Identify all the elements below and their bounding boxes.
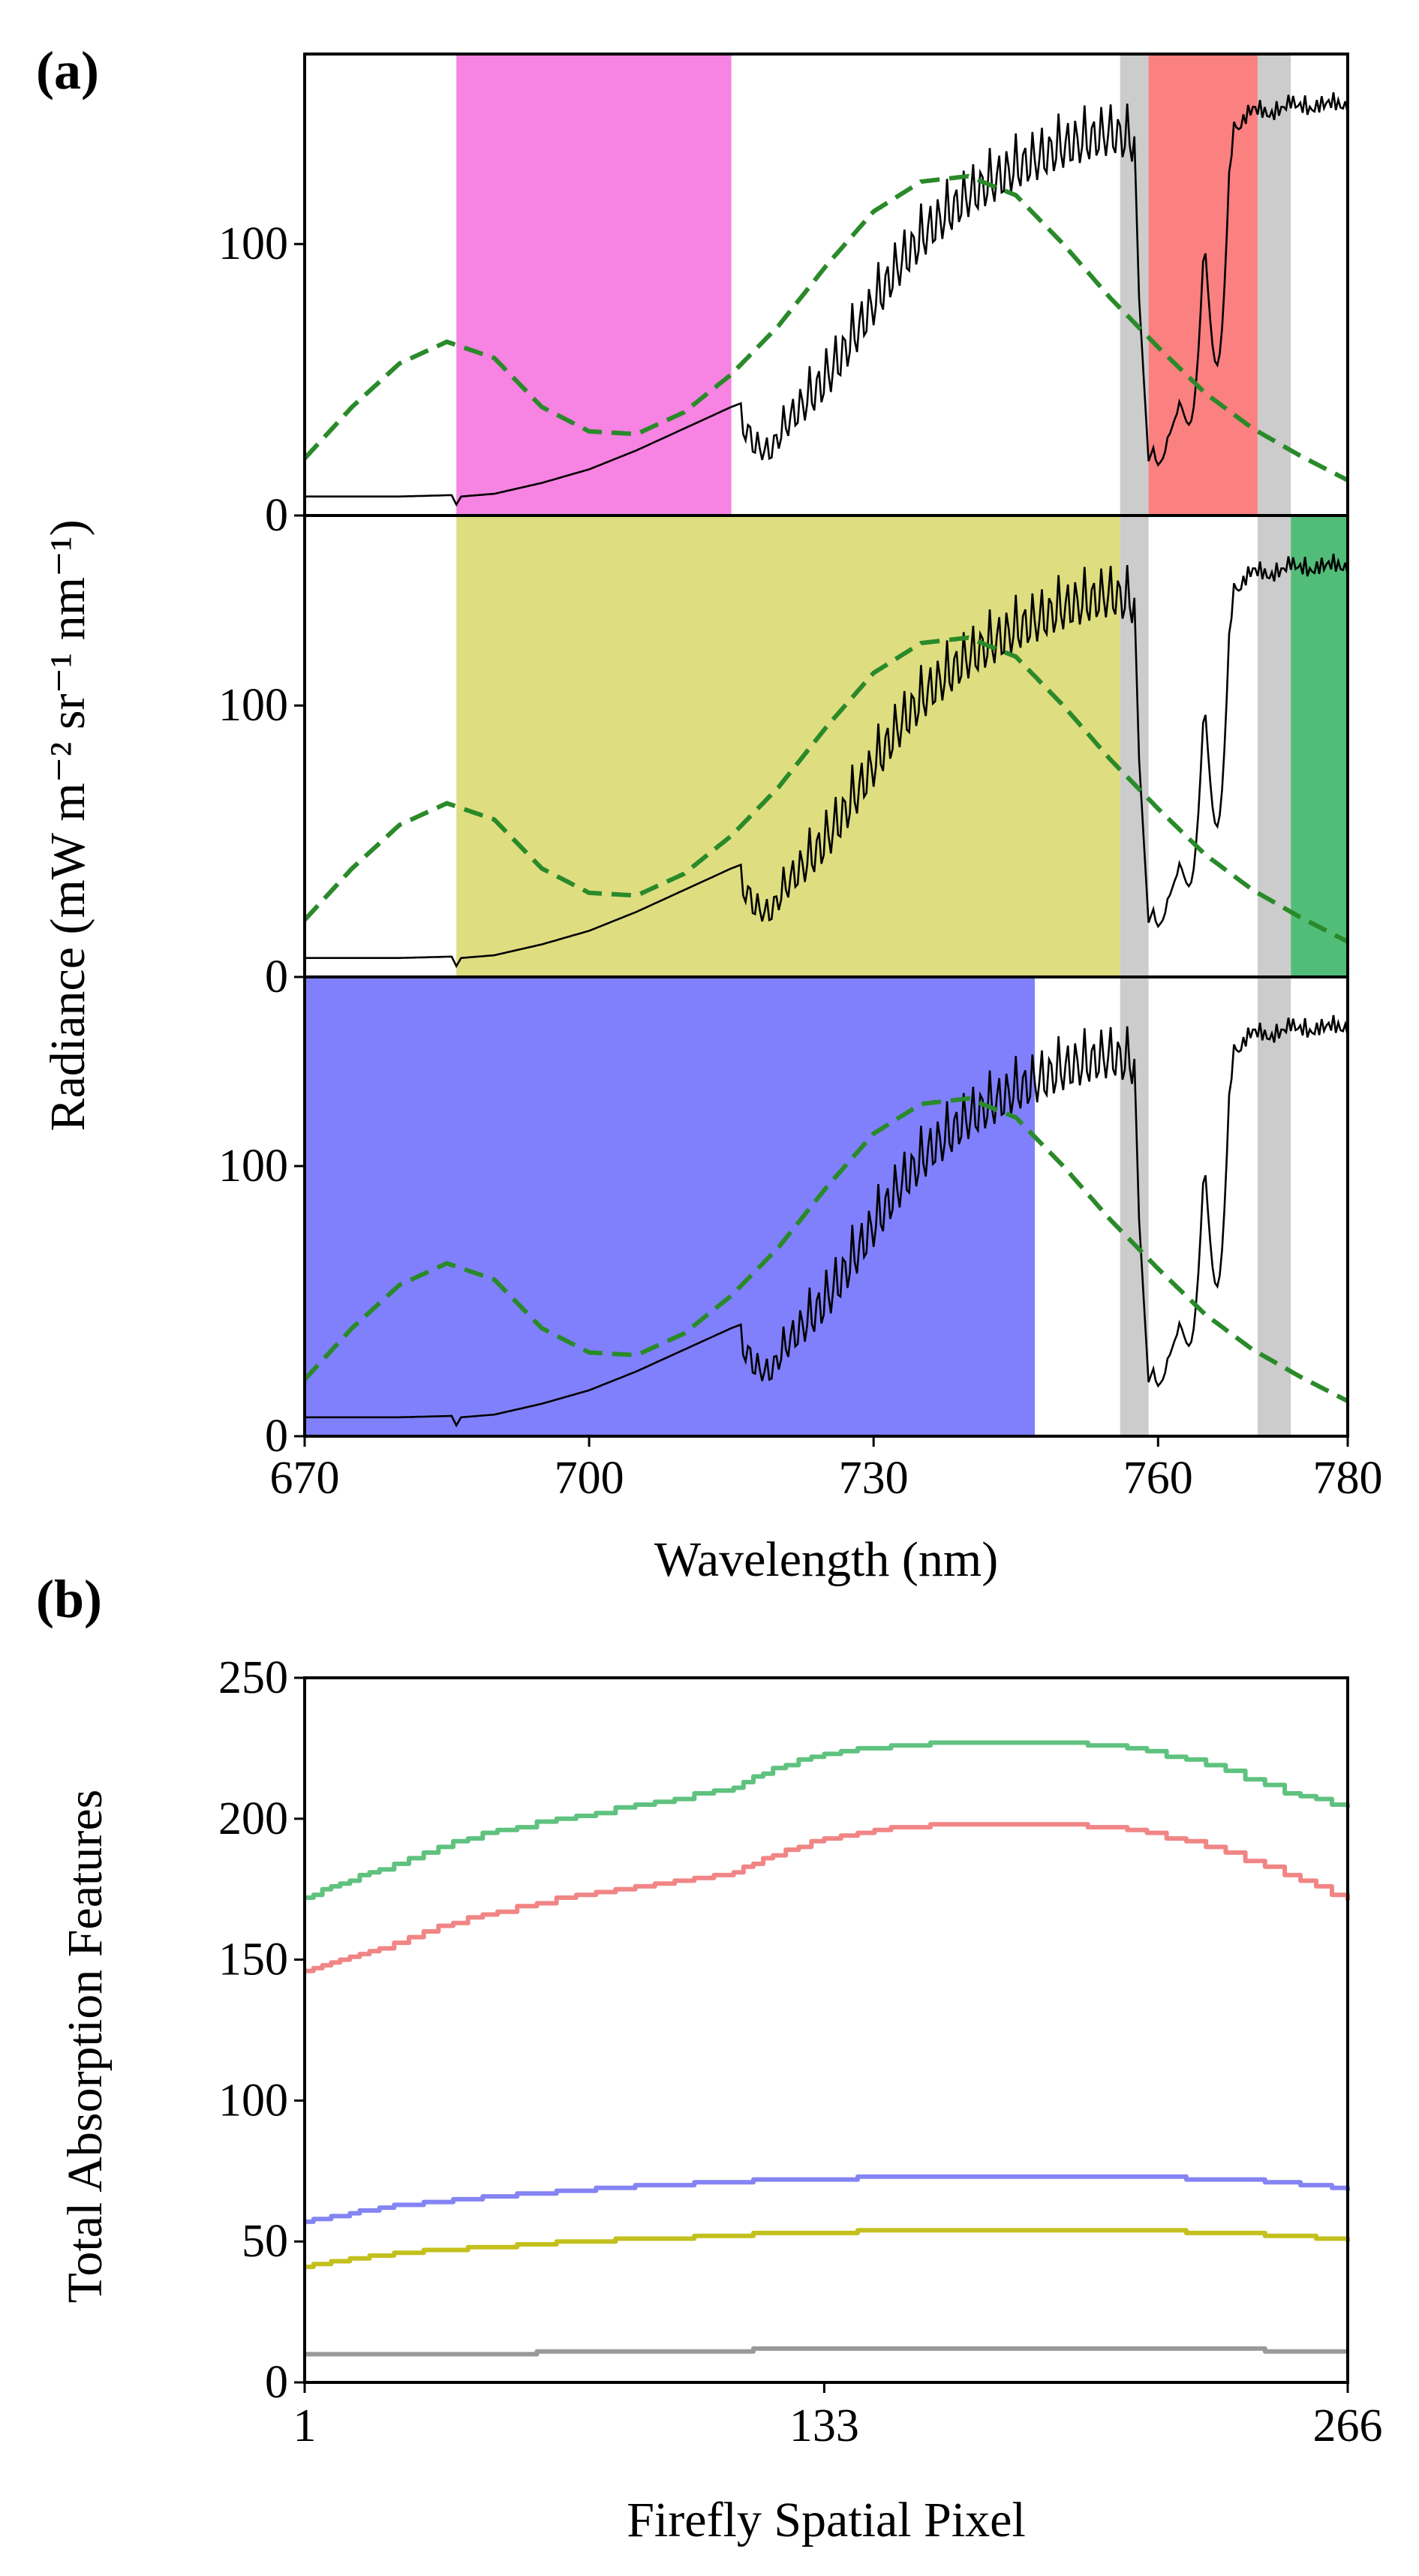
x-tick-label-a-2: 730: [839, 1453, 909, 1504]
subplot-top: 0 100: [218, 53, 1349, 541]
y-tick-label-b-4: 200: [218, 1793, 288, 1844]
y-tick-label-b-3: 150: [218, 1934, 288, 1985]
band-blue-2-0: [305, 977, 1035, 1436]
y-tick-label-1-1: 100: [218, 680, 288, 731]
band-gray-0-1: [1120, 54, 1149, 516]
band-gray-2-1: [1120, 977, 1149, 1436]
x-tick-label-a-1: 700: [555, 1453, 624, 1504]
x-tick-label-b-0: 1: [293, 2400, 317, 2451]
radiance-line-top: [305, 92, 1349, 507]
panel-b: 0 50 100 150 200 250 1 133 266: [218, 1652, 1383, 2451]
x-tick-label-b-1: 133: [789, 2400, 859, 2451]
panel-b-label: (b): [36, 1569, 102, 1629]
y-tick-label-0-1: 100: [218, 218, 288, 269]
subplot-frame-2: [303, 975, 1349, 1438]
subplot-bottom: 0 100: [218, 975, 1349, 1462]
x-tick-label-b-2: 266: [1313, 2400, 1383, 2451]
series-line-red: [305, 1822, 1350, 1973]
y-tick-label-1-0: 0: [265, 951, 288, 1002]
y-tick-label-b-0: 0: [265, 2357, 288, 2408]
x-tick-label-a-0: 670: [270, 1453, 340, 1504]
panel-a-ylabel: Radiance (mW m⁻² sr⁻¹ nm⁻¹): [41, 519, 95, 1131]
dashed-line-top: [302, 173, 1349, 482]
x-tick-label-a-4: 780: [1313, 1453, 1383, 1504]
y-tick-label-b-1: 50: [242, 2216, 288, 2267]
panel-a: 0 100 0 100 0 100 670 700 730 760 780: [218, 53, 1383, 1504]
panel-b-frame: [303, 1676, 1349, 2384]
panel-a-xlabel: Wavelength (nm): [654, 1532, 998, 1587]
band-magenta-0-0: [456, 54, 732, 516]
y-tick-label-2-1: 100: [218, 1141, 288, 1192]
band-gray-1-1: [1120, 516, 1149, 977]
radiance-line-bottom: [305, 1014, 1349, 1428]
band-yellow-1-0: [456, 516, 1120, 977]
y-tick-label-b-5: 250: [218, 1652, 288, 1703]
y-tick-label-0-0: 0: [265, 490, 288, 541]
band-green-1-3: [1291, 516, 1348, 977]
panel-a-label: (a): [36, 41, 99, 101]
x-tick-label-a-3: 760: [1123, 1453, 1193, 1504]
series-line-gray: [305, 2346, 1348, 2357]
band-gray-2-2: [1257, 977, 1291, 1436]
radiance-line-middle: [305, 553, 1349, 969]
series-line-yellow: [305, 2228, 1350, 2269]
subplot-middle: 0 100: [218, 514, 1349, 1002]
y-tick-label-b-2: 100: [218, 2075, 288, 2126]
series-line-blue: [305, 2174, 1350, 2224]
panel-b-xlabel: Firefly Spatial Pixel: [627, 2493, 1026, 2547]
series-line-green: [305, 1740, 1350, 1900]
dashed-line-bottom: [302, 1096, 1349, 1403]
panel-b-ylabel: Total Absorption Features: [58, 1790, 113, 2304]
y-tick-label-2-0: 0: [265, 1411, 288, 1462]
dashed-line-middle: [302, 635, 1349, 944]
